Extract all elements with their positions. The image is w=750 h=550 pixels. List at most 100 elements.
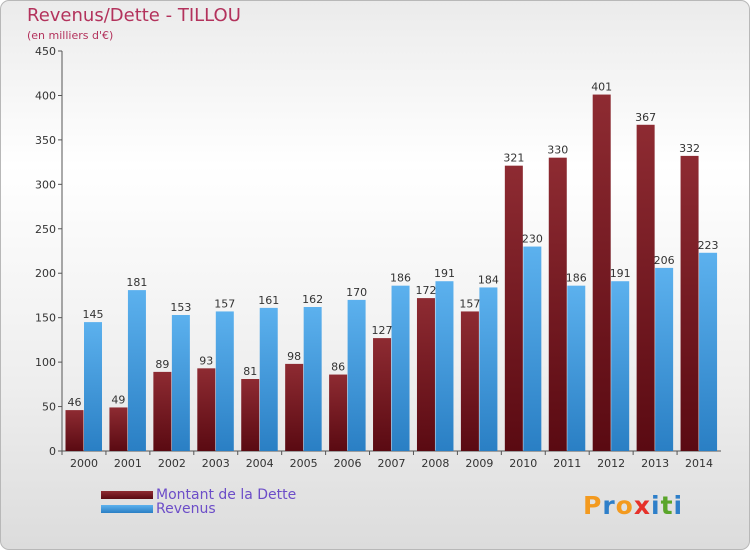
x-tick-label: 2001: [114, 457, 142, 470]
x-tick-label: 2008: [421, 457, 449, 470]
y-tick-label: 100: [35, 356, 56, 369]
bar-dette: [65, 410, 84, 451]
bar-dette: [197, 368, 216, 451]
y-tick-label: 300: [35, 178, 56, 191]
data-label: 191: [434, 267, 455, 280]
data-label: 127: [372, 324, 393, 337]
x-tick-label: 2012: [597, 457, 625, 470]
data-label: 162: [302, 293, 323, 306]
data-label: 330: [547, 144, 568, 157]
x-tick-label: 2003: [202, 457, 230, 470]
data-label: 401: [591, 81, 612, 94]
bar-dette: [504, 165, 523, 451]
bar-revenus: [303, 307, 322, 451]
bar-revenus: [611, 281, 630, 451]
data-label: 184: [478, 273, 499, 286]
data-label: 186: [390, 272, 411, 285]
bar-dette: [285, 363, 304, 451]
data-label: 206: [654, 254, 675, 267]
x-tick-label: 2004: [246, 457, 274, 470]
x-tick-label: 2006: [334, 457, 362, 470]
data-label: 49: [111, 393, 125, 406]
y-tick-label: 50: [42, 401, 56, 414]
data-label: 86: [331, 361, 345, 374]
legend-swatch-dette: [101, 491, 153, 499]
legend-label-dette: Montant de la Dette: [156, 487, 297, 503]
data-label: 170: [346, 286, 367, 299]
bar-dette: [329, 374, 348, 451]
logo-letter: i: [673, 491, 684, 520]
bar-dette: [109, 407, 128, 451]
data-label: 153: [170, 301, 191, 314]
logo-letter: r: [602, 491, 616, 520]
data-label: 145: [83, 308, 104, 321]
y-tick-label: 400: [35, 89, 56, 102]
y-tick-label: 0: [49, 445, 56, 458]
bar-revenus: [655, 267, 674, 451]
data-label: 367: [635, 111, 656, 124]
bar-dette: [373, 338, 392, 451]
data-label: 46: [68, 396, 82, 409]
bar-revenus: [259, 307, 278, 451]
bar-dette: [241, 379, 260, 451]
data-label: 172: [415, 284, 436, 297]
y-tick-label: 250: [35, 223, 56, 236]
x-tick-label: 2002: [158, 457, 186, 470]
x-tick-label: 2011: [553, 457, 581, 470]
bar-dette: [460, 311, 479, 451]
proxiti-logo: Proxiti: [583, 491, 683, 520]
bar-dette: [592, 94, 611, 452]
bar-revenus: [84, 322, 102, 451]
bar-dette: [548, 157, 567, 451]
bar-revenus: [391, 285, 410, 451]
x-tick-label: 2010: [509, 457, 537, 470]
y-tick-label: 200: [35, 267, 56, 280]
x-tick-label: 2009: [465, 457, 493, 470]
logo-letter: o: [615, 491, 634, 520]
data-label: 321: [503, 152, 524, 165]
bar-revenus: [215, 311, 234, 451]
bar-revenus: [567, 285, 586, 451]
x-tick-label: 2013: [641, 457, 669, 470]
chart-subtitle: (en milliers d'€): [27, 29, 114, 42]
data-label: 191: [610, 267, 631, 280]
bar-revenus: [479, 287, 498, 451]
x-tick-label: 2000: [70, 457, 98, 470]
bar-revenus: [699, 252, 718, 451]
data-label: 230: [522, 233, 543, 246]
data-label: 181: [126, 276, 147, 289]
y-tick-label: 150: [35, 312, 56, 325]
bar-revenus: [127, 290, 146, 451]
data-label: 186: [566, 272, 587, 285]
data-label: 93: [199, 354, 213, 367]
bar-revenus: [171, 315, 190, 451]
data-label: 81: [243, 365, 257, 378]
data-label: 89: [155, 358, 169, 371]
bar-revenus: [523, 246, 542, 451]
data-label: 98: [287, 350, 301, 363]
bar-dette: [153, 371, 172, 451]
data-label: 157: [214, 297, 235, 310]
data-label: 332: [679, 142, 700, 155]
y-tick-label: 350: [35, 134, 56, 147]
x-tick-label: 2014: [685, 457, 713, 470]
data-label: 161: [258, 294, 279, 307]
bar-dette: [416, 298, 435, 451]
logo-letter: x: [633, 491, 651, 520]
chart-title: Revenus/Dette - TILLOU: [27, 5, 241, 26]
data-label: 223: [698, 239, 719, 252]
logo-letter: i: [651, 491, 661, 520]
legend-label-revenus: Revenus: [156, 501, 216, 517]
logo-letter: t: [660, 491, 674, 520]
bar-dette: [636, 124, 655, 452]
legend-swatch-revenus: [101, 505, 153, 513]
y-tick-label: 450: [35, 45, 56, 58]
data-label: 157: [459, 297, 480, 310]
bar-revenus: [347, 299, 366, 451]
bar-dette: [680, 155, 699, 451]
x-tick-label: 2007: [378, 457, 406, 470]
bar-revenus: [435, 281, 454, 451]
x-tick-label: 2005: [290, 457, 318, 470]
